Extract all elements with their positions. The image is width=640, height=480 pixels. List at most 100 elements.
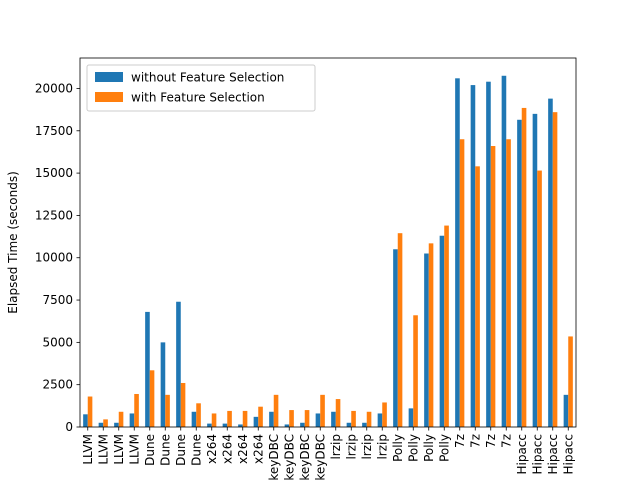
x-tick-label-26: 7z [484,434,498,448]
legend-box [86,64,316,112]
bar-series-1-27 [506,139,511,427]
legend: without Feature Selection with Feature S… [86,64,316,112]
y-tick-label-1: 2500 [42,378,73,392]
bar-series-1-7 [196,403,201,427]
x-tick-label-27: 7z [499,434,513,448]
bar-series-1-17 [351,410,356,427]
bar-series-1-18 [366,411,372,427]
y-tick-label-8: 20000 [35,81,73,95]
bar-series-1-19 [382,402,387,427]
bar-series-0-10 [238,424,243,427]
bar-series-0-16 [331,411,336,427]
y-tick-label-0: 0 [65,420,73,434]
bar-series-0-28 [517,119,522,427]
bar-series-0-31 [563,394,569,427]
bar-series-1-21 [413,315,418,427]
bar-series-0-14 [300,422,305,427]
y-tick-label-5: 12500 [35,208,73,222]
bar-series-0-22 [424,253,429,427]
bar-series-1-31 [568,336,573,427]
bar-series-1-9 [227,410,232,427]
bar-series-0-6 [176,301,181,427]
bar-series-1-26 [490,146,496,427]
bar-series-0-0 [83,414,88,427]
bar-series-1-20 [397,233,403,427]
bar-series-1-28 [521,107,527,428]
bar-series-1-4 [149,370,155,427]
bar-series-0-1 [98,422,104,427]
bar-series-1-1 [103,419,108,427]
bar-series-1-5 [165,394,170,427]
x-tick-label-7: Dune [189,434,203,466]
bar-series-1-23 [444,225,449,427]
bar-series-1-29 [537,170,542,427]
bar-series-0-19 [377,413,383,427]
bar-series-0-13 [284,424,290,427]
bar-series-0-7 [191,411,197,427]
bar-series-0-5 [160,342,166,427]
bar-series-1-25 [475,166,480,427]
legend-swatch-without-feature-selection [95,72,123,82]
x-tick-label-2: LLVM [112,434,126,465]
y-tick-label-4: 10000 [35,251,73,265]
bars-group [83,75,573,428]
x-axis: LLVM LLVM LLVM LLVM Dune Dune Dune Dune x264 x264… [81,427,575,480]
x-tick-label-30: Hipacc [546,434,560,475]
bar-series-0-17 [346,422,352,427]
x-tick-label-11: x264 [251,434,265,464]
bar-series-1-6 [180,382,186,427]
bar-series-1-16 [335,399,341,427]
x-tick-label-25: 7z [468,434,482,448]
bar-series-1-12 [273,394,279,427]
bar-series-0-11 [253,416,259,427]
x-tick-label-1: LLVM [96,434,110,465]
bar-series-1-8 [211,413,217,427]
bar-series-1-10 [242,410,248,427]
x-tick-label-4: Dune [143,434,157,466]
y-tick-label-7: 17500 [35,124,73,138]
bar-series-0-24 [455,78,460,427]
x-tick-label-21: Polly [406,434,420,462]
x-tick-label-23: Polly [437,434,451,462]
bar-series-1-22 [428,243,434,427]
bar-series-1-13 [289,410,294,427]
x-tick-label-9: x264 [220,434,234,464]
x-tick-label-12: keyDBC [267,434,281,480]
x-tick-label-3: LLVM [127,434,141,465]
bar-series-0-3 [129,413,135,427]
bar-series-0-2 [114,422,119,427]
bar-series-0-29 [532,113,538,428]
bar-series-0-26 [486,81,491,427]
x-tick-label-5: Dune [158,434,172,466]
y-axis: 0 2500 5000 7500 10000 12500 15000 17500 20000 [35,81,80,434]
x-tick-label-18: lrzip [360,434,374,460]
x-tick-label-31: Hipacc [561,434,575,475]
x-tick-label-10: x264 [236,434,250,464]
bar-series-0-4 [145,311,150,427]
bar-series-0-21 [408,408,414,427]
x-tick-label-20: Polly [391,434,405,462]
legend-label-with-feature-selection: with Feature Selection [131,91,265,105]
bar-series-0-9 [222,423,228,427]
bar-series-1-24 [459,139,465,427]
bar-series-1-3 [134,393,139,427]
x-tick-label-15: keyDBC [313,434,327,480]
y-tick-label-6: 15000 [35,166,73,180]
bar-series-1-14 [304,410,310,427]
x-tick-label-14: keyDBC [298,434,312,480]
bar-series-0-8 [207,423,212,427]
y-axis-title: Elapsed Time (seconds) [6,171,20,314]
x-tick-label-17: lrzip [344,434,358,460]
bar-series-1-30 [552,112,558,428]
x-tick-label-24: 7z [453,434,467,448]
x-tick-label-8: x264 [205,434,219,464]
x-tick-label-22: Polly [422,434,436,462]
bar-series-0-23 [439,235,445,427]
y-tick-label-3: 7500 [42,293,73,307]
legend-label-without-feature-selection: without Feature Selection [131,71,284,85]
legend-swatch-with-feature-selection [95,92,123,102]
bar-series-0-30 [548,98,553,428]
bar-series-1-11 [258,406,263,427]
bar-series-0-25 [470,85,476,427]
